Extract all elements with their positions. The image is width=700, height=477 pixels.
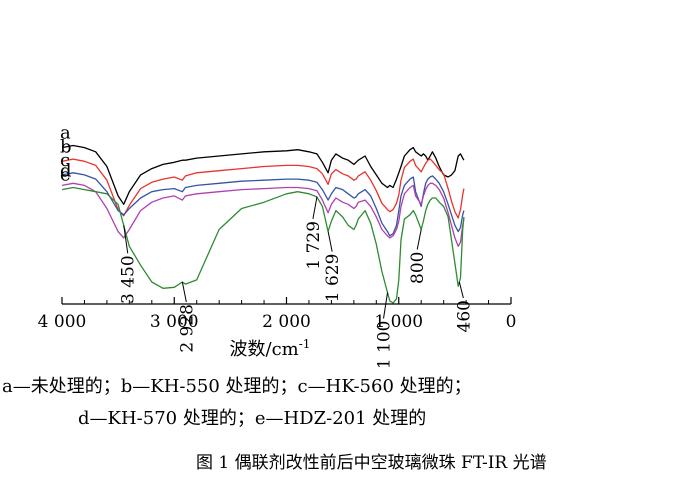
series-line-b bbox=[61, 158, 465, 219]
peak-leader-line bbox=[312, 196, 318, 220]
x-tick-label: 3 000 bbox=[150, 312, 199, 332]
peak-leader-line bbox=[458, 281, 464, 299]
legend-line-2: d—KH-570 处理的；e—HDZ-201 处理的 bbox=[78, 408, 427, 429]
legend-line-1: a—未处理的；b—KH-550 处理的；c—HK-560 处理的； bbox=[2, 376, 472, 397]
series-line-e bbox=[61, 186, 465, 304]
peak-label: 1 629 bbox=[323, 254, 343, 303]
series-label-a: a bbox=[60, 123, 71, 144]
peak-label: 2 928 bbox=[177, 304, 197, 353]
x-axis: 4 000 3 000 2 000 1 000 0 波数/cm-1 bbox=[38, 297, 517, 360]
figure-caption: 图 1 偶联剂改性前后中空玻璃微珠 FT-IR 光谱 bbox=[196, 453, 547, 473]
peak-label: 1 729 bbox=[304, 221, 324, 270]
series-label-d: d bbox=[60, 160, 72, 181]
series-layer bbox=[61, 144, 465, 304]
peak-leader-line bbox=[123, 225, 129, 254]
x-tick-label: 4 000 bbox=[38, 312, 87, 332]
peak-leader-line bbox=[181, 281, 187, 303]
series-line-c bbox=[61, 172, 465, 237]
x-tick-label: 1 000 bbox=[374, 312, 423, 332]
x-tick-layer: 4 000 3 000 2 000 1 000 0 bbox=[38, 297, 517, 332]
series-label-e: e bbox=[60, 165, 71, 186]
x-axis-label: 波数/cm-1 bbox=[230, 337, 311, 360]
peak-label: 800 bbox=[408, 252, 428, 284]
peak-leader-line bbox=[327, 231, 333, 252]
series-line-a bbox=[61, 144, 465, 205]
x-tick-label: 2 000 bbox=[262, 312, 311, 332]
peak-label: 1 100 bbox=[375, 321, 395, 370]
x-tick-label: 0 bbox=[506, 312, 517, 332]
x-axis-unit-superscript: -1 bbox=[299, 337, 311, 351]
series-label-c: c bbox=[60, 150, 70, 171]
peak-label: 3 450 bbox=[119, 255, 139, 304]
peak-leader-line bbox=[416, 229, 422, 250]
peak-label: 460 bbox=[454, 300, 474, 332]
peak-leader-line bbox=[383, 292, 389, 319]
series-line-d bbox=[61, 182, 465, 247]
series-label-b: b bbox=[60, 136, 72, 157]
